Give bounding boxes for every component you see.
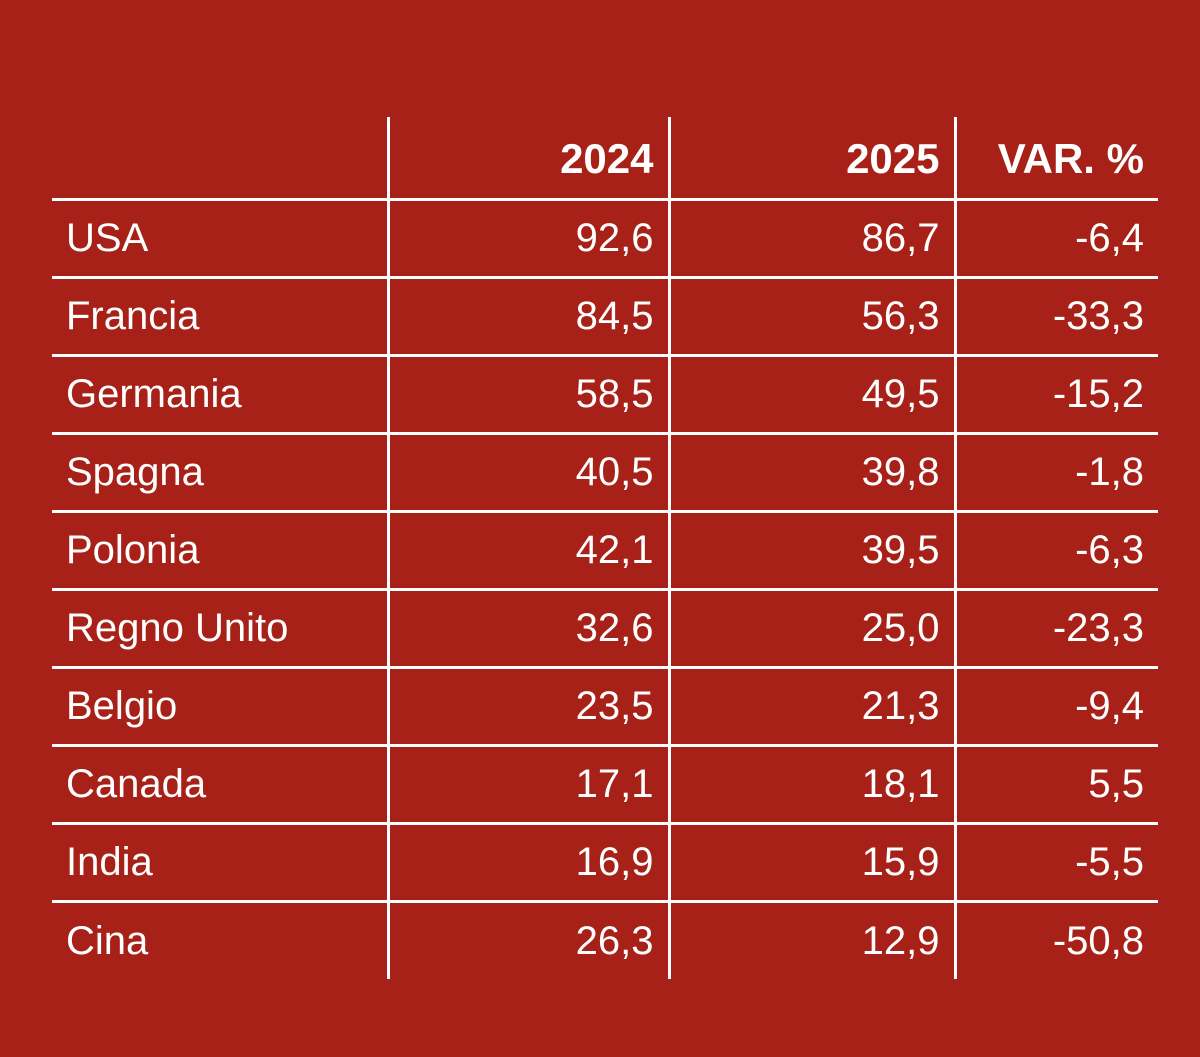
variation-cell: -6,4 xyxy=(955,199,1158,279)
value-2024-cell: 32,6 xyxy=(388,589,671,669)
value-2025-cell: 18,1 xyxy=(669,745,957,825)
value-2025-cell: 25,0 xyxy=(669,589,957,669)
value-2024-cell: 92,6 xyxy=(388,199,671,279)
table-body: USA 92,6 86,7 -6,4 Francia 84,5 56,3 -33,3 Germa… xyxy=(52,199,1158,979)
header-2024: 2024 xyxy=(388,117,671,201)
value-2024-cell: 40,5 xyxy=(388,433,671,513)
value-2025-cell: 56,3 xyxy=(669,277,957,357)
country-cell: Germania xyxy=(52,355,390,435)
table-row: Polonia 42,1 39,5 -6,3 xyxy=(52,511,1158,591)
table-row: Belgio 23,5 21,3 -9,4 xyxy=(52,667,1158,747)
value-2024-cell: 23,5 xyxy=(388,667,671,747)
value-2025-cell: 21,3 xyxy=(669,667,957,747)
country-cell: Belgio xyxy=(52,667,390,747)
country-cell: Canada xyxy=(52,745,390,825)
value-2024-cell: 42,1 xyxy=(388,511,671,591)
table-row: Canada 17,1 18,1 5,5 xyxy=(52,745,1158,825)
country-cell: India xyxy=(52,823,390,903)
value-2024-cell: 16,9 xyxy=(388,823,671,903)
value-2025-cell: 15,9 xyxy=(669,823,957,903)
value-2025-cell: 39,5 xyxy=(669,511,957,591)
variation-cell: -33,3 xyxy=(955,277,1158,357)
table-row: Cina 26,3 12,9 -50,8 xyxy=(52,901,1158,979)
header-var: VAR. % xyxy=(955,117,1158,201)
variation-cell: -1,8 xyxy=(955,433,1158,513)
value-2025-cell: 86,7 xyxy=(669,199,957,279)
variation-cell: -15,2 xyxy=(955,355,1158,435)
table-row: Spagna 40,5 39,8 -1,8 xyxy=(52,433,1158,513)
country-cell: Francia xyxy=(52,277,390,357)
table-row: USA 92,6 86,7 -6,4 xyxy=(52,199,1158,279)
header-country xyxy=(52,117,390,201)
variation-cell: 5,5 xyxy=(955,745,1158,825)
country-cell: Spagna xyxy=(52,433,390,513)
table-row: Regno Unito 32,6 25,0 -23,3 xyxy=(52,589,1158,669)
value-2024-cell: 17,1 xyxy=(388,745,671,825)
header-2025: 2025 xyxy=(669,117,957,201)
data-table: 2024 2025 VAR. % USA 92,6 86,7 -6,4 Francia 8… xyxy=(52,117,1158,979)
variation-cell: -6,3 xyxy=(955,511,1158,591)
variation-cell: -50,8 xyxy=(1052,918,1144,963)
table-header: 2024 2025 VAR. % xyxy=(52,117,1158,201)
country-cell: Cina xyxy=(52,901,390,979)
value-2025-cell: 49,5 xyxy=(669,355,957,435)
table-row: India 16,9 15,9 -5,5 xyxy=(52,823,1158,903)
variation-cell: -5,5 xyxy=(955,823,1158,903)
value-2024-cell: 26,3 xyxy=(388,901,671,979)
country-cell: USA xyxy=(52,199,390,279)
variation-cell: -9,4 xyxy=(955,667,1158,747)
value-2024-cell: 58,5 xyxy=(388,355,671,435)
table-row: Francia 84,5 56,3 -33,3 xyxy=(52,277,1158,357)
value-2025-cell: 39,8 xyxy=(669,433,957,513)
header-row: 2024 2025 VAR. % xyxy=(52,117,1158,201)
variation-cell: -23,3 xyxy=(955,589,1158,669)
country-cell: Polonia xyxy=(52,511,390,591)
country-cell: Regno Unito xyxy=(52,589,390,669)
value-2025-cell: 12,9 xyxy=(669,901,957,979)
table-row: Germania 58,5 49,5 -15,2 xyxy=(52,355,1158,435)
value-2024-cell: 84,5 xyxy=(388,277,671,357)
